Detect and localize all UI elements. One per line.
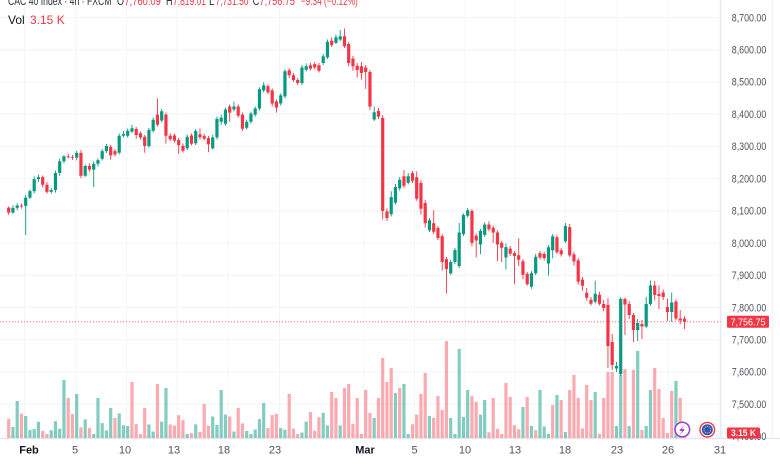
svg-text:8,600.00: 8,600.00 xyxy=(732,45,767,57)
svg-text:O: O xyxy=(117,0,124,8)
svg-text:7,756.75: 7,756.75 xyxy=(260,0,296,8)
svg-text:7,500.00: 7,500.00 xyxy=(732,399,767,411)
svg-text:31: 31 xyxy=(714,445,726,457)
svg-text:10: 10 xyxy=(459,445,471,457)
svg-text:7,819.01: 7,819.01 xyxy=(173,0,206,8)
svg-text:Mar: Mar xyxy=(355,445,375,457)
svg-text:8,500.00: 8,500.00 xyxy=(732,77,767,89)
svg-text:C: C xyxy=(253,0,259,8)
svg-text:Vol: Vol xyxy=(8,13,25,27)
svg-text:5: 5 xyxy=(72,445,78,457)
svg-text:L: L xyxy=(209,0,215,8)
svg-text:7,700.00: 7,700.00 xyxy=(732,335,767,347)
svg-text:8,700.00: 8,700.00 xyxy=(732,12,767,24)
svg-text:10: 10 xyxy=(119,445,131,457)
svg-text:7,600.00: 7,600.00 xyxy=(732,367,767,379)
svg-text:13: 13 xyxy=(168,445,180,457)
svg-text:18: 18 xyxy=(218,445,230,457)
svg-text:8,200.00: 8,200.00 xyxy=(732,173,767,185)
svg-text:3.15 K: 3.15 K xyxy=(30,13,65,27)
svg-text:7,731.50: 7,731.50 xyxy=(216,0,249,8)
svg-text:8,000.00: 8,000.00 xyxy=(732,238,767,250)
svg-text:8,100.00: 8,100.00 xyxy=(732,206,767,218)
svg-text:CAC 40 Index · 4h · FXCM: CAC 40 Index · 4h · FXCM xyxy=(8,0,112,8)
svg-text:5: 5 xyxy=(411,445,417,457)
svg-text:23: 23 xyxy=(611,445,623,457)
svg-text:7,760.09: 7,760.09 xyxy=(125,0,161,8)
svg-text:7,900.00: 7,900.00 xyxy=(732,270,767,282)
svg-text:−9.34 (−0.12%): −9.34 (−0.12%) xyxy=(301,0,358,8)
svg-text:8,400.00: 8,400.00 xyxy=(732,109,767,121)
svg-text:26: 26 xyxy=(662,445,674,457)
svg-text:8,300.00: 8,300.00 xyxy=(732,141,767,153)
svg-text:7,756.75: 7,756.75 xyxy=(731,316,766,328)
svg-text:7,800.00: 7,800.00 xyxy=(732,302,767,314)
svg-text:13: 13 xyxy=(509,445,521,457)
svg-text:23: 23 xyxy=(269,445,281,457)
svg-text:Feb: Feb xyxy=(19,445,39,457)
svg-text:18: 18 xyxy=(559,445,571,457)
svg-text:H: H xyxy=(166,0,173,8)
svg-text:3.15 K: 3.15 K xyxy=(731,428,756,439)
